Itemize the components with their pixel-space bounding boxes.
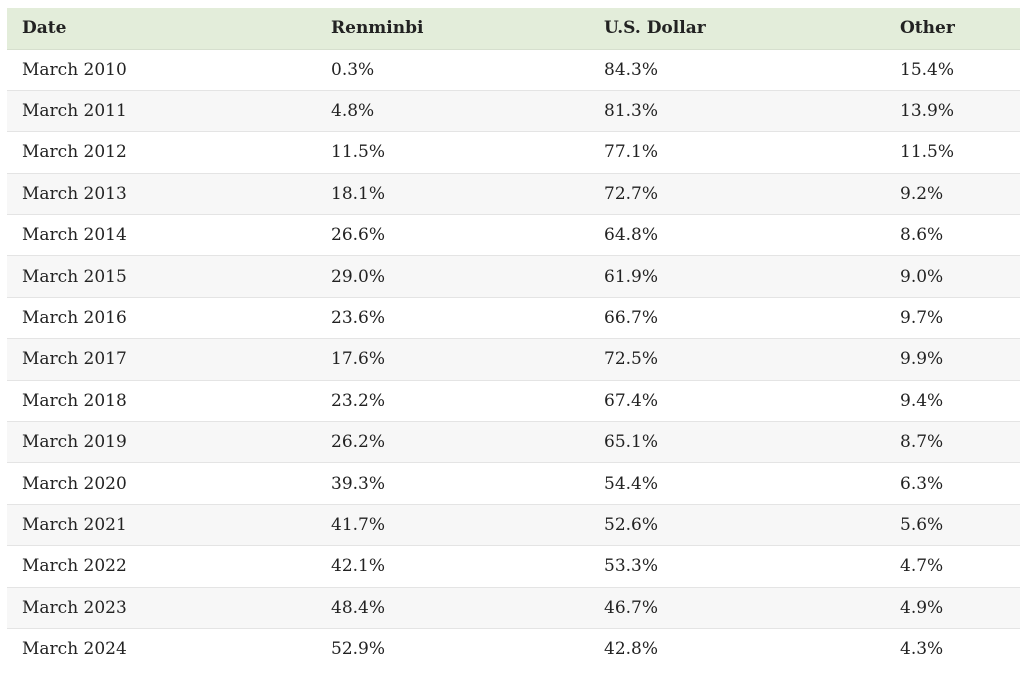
table-row: March 2021 41.7% 52.6% 5.6% [7, 504, 1020, 546]
cell-us-dollar: 52.6% [604, 514, 659, 535]
table-row: March 2010 0.3% 84.3% 15.4% [7, 49, 1020, 91]
column-header-us-dollar: U.S. Dollar [589, 8, 885, 50]
table-row: March 2018 23.2% 67.4% 9.4% [7, 380, 1020, 422]
column-header-date: Date [7, 8, 316, 50]
cell-us-dollar: 46.7% [604, 597, 659, 618]
cell-us-dollar: 72.5% [604, 349, 659, 370]
cell-renminbi: 23.2% [331, 390, 386, 411]
cell-renminbi: 29.0% [331, 266, 386, 287]
table-row: March 2015 29.0% 61.9% 9.0% [7, 255, 1020, 298]
table-row: March 2016 23.6% 66.7% 9.7% [7, 297, 1020, 339]
table-row: March 2020 39.3% 54.4% 6.3% [7, 462, 1020, 505]
cell-us-dollar: 84.3% [604, 59, 659, 80]
cell-date: March 2022 [22, 556, 127, 577]
cell-date: March 2019 [22, 432, 127, 453]
cell-us-dollar: 65.1% [604, 432, 659, 453]
cell-other: 9.2% [900, 183, 944, 204]
currency-share-table-container: Date Renminbi U.S. Dollar Other March 20… [7, 8, 1020, 670]
cell-us-dollar: 67.4% [604, 390, 659, 411]
cell-us-dollar: 72.7% [604, 183, 659, 204]
cell-renminbi: 11.5% [331, 142, 386, 163]
cell-us-dollar: 66.7% [604, 308, 659, 329]
cell-renminbi: 39.3% [331, 473, 386, 494]
cell-other: 11.5% [900, 142, 955, 163]
cell-other: 6.3% [900, 473, 944, 494]
cell-other: 13.9% [900, 101, 955, 122]
table-row: March 2012 11.5% 77.1% 11.5% [7, 131, 1020, 174]
table-row: March 2019 26.2% 65.1% 8.7% [7, 421, 1020, 463]
cell-us-dollar: 61.9% [604, 266, 659, 287]
cell-other: 9.4% [900, 390, 944, 411]
cell-other: 9.0% [900, 266, 944, 287]
cell-renminbi: 23.6% [331, 308, 386, 329]
cell-us-dollar: 53.3% [604, 556, 659, 577]
cell-date: March 2021 [22, 514, 127, 535]
cell-date: March 2017 [22, 349, 127, 370]
cell-us-dollar: 42.8% [604, 639, 659, 660]
table-header-row: Date Renminbi U.S. Dollar Other [7, 8, 1020, 50]
cell-other: 15.4% [900, 59, 955, 80]
cell-renminbi: 26.2% [331, 432, 386, 453]
cell-date: March 2018 [22, 390, 127, 411]
cell-date: March 2015 [22, 266, 127, 287]
cell-renminbi: 48.4% [331, 597, 386, 618]
cell-renminbi: 18.1% [331, 183, 386, 204]
table-body: March 2010 0.3% 84.3% 15.4% March 2011 4.8% 81… [7, 49, 1020, 670]
table-row: March 2013 18.1% 72.7% 9.2% [7, 173, 1020, 215]
currency-share-table: Date Renminbi U.S. Dollar Other March 20… [7, 8, 1020, 670]
cell-date: March 2014 [22, 225, 127, 246]
cell-renminbi: 17.6% [331, 349, 386, 370]
table-row: March 2014 26.6% 64.8% 8.6% [7, 214, 1020, 256]
cell-date: March 2010 [22, 59, 127, 80]
cell-other: 4.9% [900, 597, 944, 618]
cell-date: March 2016 [22, 308, 127, 329]
cell-other: 9.7% [900, 308, 944, 329]
cell-renminbi: 26.6% [331, 225, 386, 246]
table-row: March 2011 4.8% 81.3% 13.9% [7, 90, 1020, 132]
cell-us-dollar: 77.1% [604, 142, 659, 163]
cell-date: March 2011 [22, 101, 127, 122]
cell-date: March 2024 [22, 639, 127, 660]
cell-other: 8.7% [900, 432, 944, 453]
table-row: March 2022 42.1% 53.3% 4.7% [7, 545, 1020, 588]
cell-renminbi: 0.3% [331, 59, 375, 80]
cell-date: March 2012 [22, 142, 127, 163]
cell-other: 4.7% [900, 556, 944, 577]
cell-us-dollar: 81.3% [604, 101, 659, 122]
cell-renminbi: 52.9% [331, 639, 386, 660]
cell-other: 8.6% [900, 225, 944, 246]
column-header-renminbi: Renminbi [316, 8, 589, 50]
cell-us-dollar: 64.8% [604, 225, 659, 246]
cell-other: 4.3% [900, 639, 944, 660]
table-row: March 2017 17.6% 72.5% 9.9% [7, 338, 1020, 381]
cell-other: 5.6% [900, 514, 944, 535]
cell-renminbi: 4.8% [331, 101, 375, 122]
cell-date: March 2023 [22, 597, 127, 618]
cell-renminbi: 41.7% [331, 514, 386, 535]
table-row: March 2023 48.4% 46.7% 4.9% [7, 587, 1020, 629]
cell-other: 9.9% [900, 349, 944, 370]
cell-date: March 2020 [22, 473, 127, 494]
cell-us-dollar: 54.4% [604, 473, 659, 494]
cell-renminbi: 42.1% [331, 556, 386, 577]
cell-date: March 2013 [22, 183, 127, 204]
column-header-other: Other [885, 8, 1020, 50]
table-row: March 2024 52.9% 42.8% 4.3% [7, 628, 1020, 670]
